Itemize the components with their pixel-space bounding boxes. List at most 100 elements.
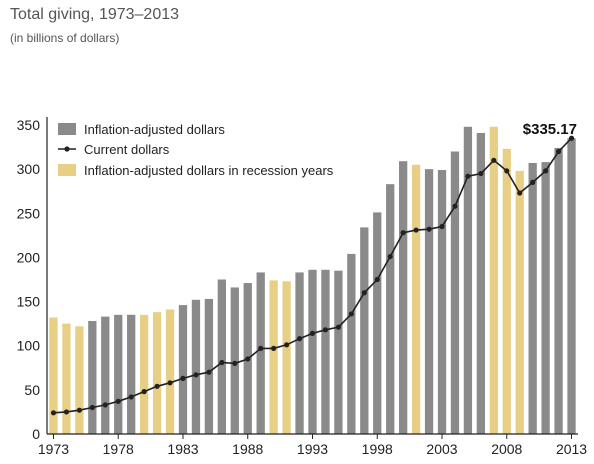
legend-label: Current dollars bbox=[84, 142, 170, 157]
x-tick-label: 2003 bbox=[426, 441, 457, 457]
bar bbox=[114, 314, 123, 434]
bar bbox=[295, 272, 304, 434]
line-point bbox=[530, 179, 536, 185]
bar bbox=[489, 126, 498, 434]
line-point bbox=[309, 330, 316, 336]
line-point bbox=[245, 356, 251, 362]
line-point bbox=[478, 170, 484, 177]
bar bbox=[567, 138, 576, 434]
line-point bbox=[465, 173, 471, 179]
bar bbox=[165, 309, 175, 434]
line-point bbox=[63, 409, 70, 415]
bar bbox=[437, 170, 447, 435]
line-point bbox=[167, 380, 173, 386]
x-tick-label: 2008 bbox=[491, 441, 522, 457]
bar bbox=[256, 272, 265, 434]
bar bbox=[399, 161, 408, 434]
bar bbox=[515, 170, 524, 434]
line-point bbox=[206, 369, 212, 375]
y-tick-label: 250 bbox=[17, 205, 41, 221]
line-point bbox=[426, 226, 432, 232]
bar bbox=[62, 323, 71, 434]
y-tick-label: 350 bbox=[17, 117, 41, 133]
line-point bbox=[128, 394, 134, 400]
bar bbox=[476, 132, 486, 434]
line-point bbox=[232, 360, 238, 366]
bar bbox=[321, 269, 330, 434]
bar bbox=[139, 314, 149, 434]
bar bbox=[334, 270, 343, 434]
bar bbox=[386, 184, 395, 434]
bar bbox=[424, 169, 434, 434]
line-point bbox=[115, 398, 121, 404]
x-tick-label: 1993 bbox=[297, 441, 328, 457]
x-tick-label: 2013 bbox=[556, 441, 587, 457]
x-tick-label: 1978 bbox=[103, 441, 134, 457]
line-point bbox=[322, 327, 329, 333]
bar bbox=[127, 314, 136, 434]
line-point bbox=[141, 389, 147, 395]
bar bbox=[541, 162, 550, 434]
y-tick-label: 100 bbox=[17, 338, 41, 354]
line-point bbox=[89, 404, 95, 411]
legend-swatch bbox=[58, 123, 76, 135]
bar bbox=[88, 320, 97, 434]
bar bbox=[308, 269, 317, 434]
bar bbox=[101, 316, 110, 434]
chart-subtitle: (in billions of dollars) bbox=[10, 31, 120, 45]
line-point bbox=[452, 203, 458, 209]
line-point bbox=[219, 359, 225, 366]
bar bbox=[204, 298, 214, 434]
bars-group bbox=[49, 126, 576, 435]
bar bbox=[269, 280, 278, 434]
line-point bbox=[387, 253, 393, 260]
legend-swatch bbox=[58, 164, 76, 176]
line-point bbox=[283, 342, 290, 348]
current-dollars-line-group bbox=[50, 135, 575, 416]
bar bbox=[360, 227, 369, 434]
line-point bbox=[271, 345, 277, 351]
line-point bbox=[543, 168, 549, 174]
line-point bbox=[348, 311, 354, 317]
bar bbox=[463, 126, 473, 434]
x-axis-ticks: 1973 1978 1983 1988 1993 1998 2003 2008 2013 bbox=[38, 434, 587, 457]
x-tick-label: 1983 bbox=[167, 441, 198, 457]
legend-label: Inflation-adjusted dollars in recession … bbox=[84, 163, 334, 178]
bar bbox=[554, 147, 563, 434]
chart-title: Total giving, 1973–2013 bbox=[10, 6, 180, 23]
bar bbox=[347, 253, 356, 434]
line-point bbox=[568, 135, 575, 141]
x-tick-label: 1973 bbox=[38, 441, 69, 457]
line-point bbox=[154, 383, 160, 389]
annotation-group: $335.17 bbox=[523, 121, 577, 138]
line-point bbox=[193, 372, 199, 378]
line-point bbox=[296, 336, 303, 342]
bar bbox=[450, 151, 460, 434]
y-tick-label: 50 bbox=[24, 382, 40, 398]
bar bbox=[373, 212, 382, 434]
line-point bbox=[374, 276, 380, 283]
line-point bbox=[258, 345, 264, 351]
line-point bbox=[335, 324, 342, 330]
bar bbox=[75, 326, 84, 434]
line-point bbox=[400, 230, 406, 236]
bar bbox=[282, 281, 291, 434]
bar bbox=[191, 299, 201, 434]
bar bbox=[230, 287, 239, 434]
line-point bbox=[102, 402, 108, 408]
y-tick-label: 300 bbox=[17, 161, 41, 177]
line-point bbox=[504, 168, 510, 174]
legend: Inflation-adjusted dollars Current dollar… bbox=[58, 122, 334, 178]
bar bbox=[49, 317, 58, 434]
x-tick-label: 1988 bbox=[232, 441, 263, 457]
y-tick-label: 200 bbox=[17, 249, 41, 265]
legend-label: Inflation-adjusted dollars bbox=[84, 122, 225, 137]
bar bbox=[152, 312, 162, 434]
y-axis-ticks: 0 50 100 150 200 250 300 350 bbox=[17, 117, 41, 442]
bar bbox=[178, 305, 188, 434]
line-point bbox=[413, 227, 419, 233]
line-point bbox=[555, 148, 562, 155]
line-point bbox=[361, 290, 367, 296]
line-point bbox=[50, 410, 57, 416]
